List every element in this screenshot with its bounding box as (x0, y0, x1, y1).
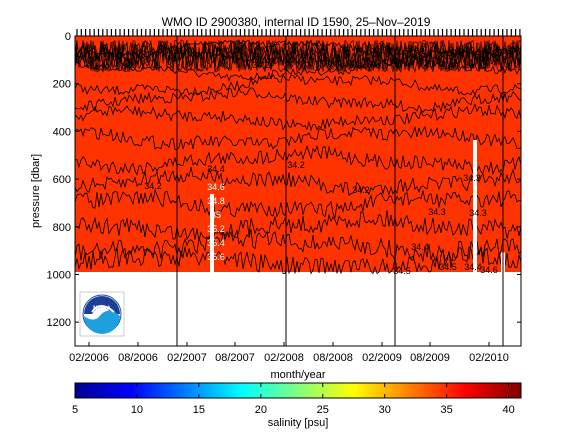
contour-label: 34.2 (144, 181, 162, 191)
contour-label: 34.8 (207, 196, 225, 206)
contour-label: 34.2 (352, 185, 370, 195)
x-tick-label: 08/2006 (118, 352, 158, 364)
contour-line (74, 40, 522, 73)
x-tick-label: 02/2007 (167, 352, 207, 364)
chart-title: WMO ID 2900380, internal ID 1590, 25–Nov… (162, 15, 431, 29)
contour-label: 35.2 (207, 224, 225, 234)
x-axis-label: month/year (270, 369, 325, 381)
contour-label: 34.4 (411, 242, 429, 252)
contour-label: 34.4 (207, 164, 225, 174)
colorbar-label: salinity [psu] (268, 417, 329, 429)
colorbar-ticks: 5 10 15 20 25 30 35 40 (72, 383, 515, 416)
contour-label: 34.6 (480, 265, 498, 275)
plot-area: 34.634.2 34.234.434.634.83535.235.435.634… (74, 29, 522, 347)
contour-line (74, 125, 522, 151)
y-tick-label: 400 (53, 126, 71, 138)
contour-label: 34.5 (439, 262, 457, 272)
contour-label: 34.3 (463, 173, 481, 183)
colorbar-tick-label: 35 (441, 404, 453, 416)
x-tick-label: 02/2008 (264, 352, 304, 364)
profile-gap-lines (176, 36, 504, 346)
data-gap (210, 194, 214, 275)
contour-line (74, 144, 522, 176)
svg-text:NOAA: NOAA (93, 306, 111, 312)
profile-markers (76, 29, 521, 36)
contour-lines (74, 39, 522, 275)
contour-label: 34.6 (207, 182, 225, 192)
noaa-logo: NOAA (79, 291, 125, 337)
colorbar: 5 10 15 20 25 30 35 40 (72, 382, 522, 416)
colorbar-tick-label: 25 (317, 404, 329, 416)
contour-label: 34.5 (393, 266, 411, 276)
contour-line (74, 40, 522, 73)
contour-label: 34.3 (469, 208, 487, 218)
y-tick-label: 800 (53, 222, 71, 234)
colorbar-tick-label: 20 (255, 404, 267, 416)
data-gap (473, 140, 477, 275)
y-axis-label: pressure [dbar] (30, 154, 42, 228)
contour-line (74, 73, 522, 97)
contour-line (74, 245, 522, 275)
contour-line (74, 228, 522, 262)
salinity-field (75, 36, 521, 272)
contour-label: 34.2 (287, 160, 305, 170)
colorbar-tick-label: 5 (72, 404, 78, 416)
plot-frame (74, 35, 522, 347)
x-tick-label: 08/2008 (313, 352, 353, 364)
colorbar-tick-label: 30 (379, 404, 391, 416)
y-tick-label: 1200 (47, 317, 71, 329)
contour-label: 35.6 (207, 252, 225, 262)
contour-line (74, 87, 522, 113)
y-axis: 0 200 400 600 800 1000 1200 (47, 31, 521, 329)
x-tick-label: 02/2009 (362, 352, 402, 364)
contour-line (74, 103, 522, 132)
colorbar-tick-label: 40 (502, 404, 514, 416)
colorbar-gradient (74, 382, 522, 399)
contour-line (74, 39, 522, 73)
x-tick-label: 02/2010 (469, 352, 509, 364)
contour-label: 34.4 (464, 262, 482, 272)
x-tick-label: 08/2007 (215, 352, 255, 364)
contour-labels: 34.634.2 34.234.434.634.83535.235.435.634… (144, 44, 498, 276)
contour-line (74, 39, 522, 74)
contour-label: 35 (211, 210, 221, 220)
y-tick-label: 600 (53, 174, 71, 186)
colorbar-tick-label: 10 (131, 404, 143, 416)
contour-label: 34.6 (407, 44, 425, 54)
contour-label: 35.4 (207, 238, 225, 248)
x-tick-label: 02/2006 (69, 352, 109, 364)
contour-line (74, 209, 522, 242)
y-tick-label: 1000 (47, 269, 71, 281)
y-tick-label: 0 (65, 31, 71, 43)
x-axis: 02/2006 08/2006 02/2007 08/2007 02/2008 08/20… (69, 342, 509, 364)
colorbar-tick-label: 15 (193, 404, 205, 416)
contour-line (74, 188, 522, 219)
contour-label: 34.2 (252, 60, 270, 70)
contour-line (74, 167, 522, 197)
x-tick-label: 08/2009 (410, 352, 450, 364)
y-tick-label: 200 (53, 79, 71, 91)
contour-label: 34.3 (428, 207, 446, 217)
